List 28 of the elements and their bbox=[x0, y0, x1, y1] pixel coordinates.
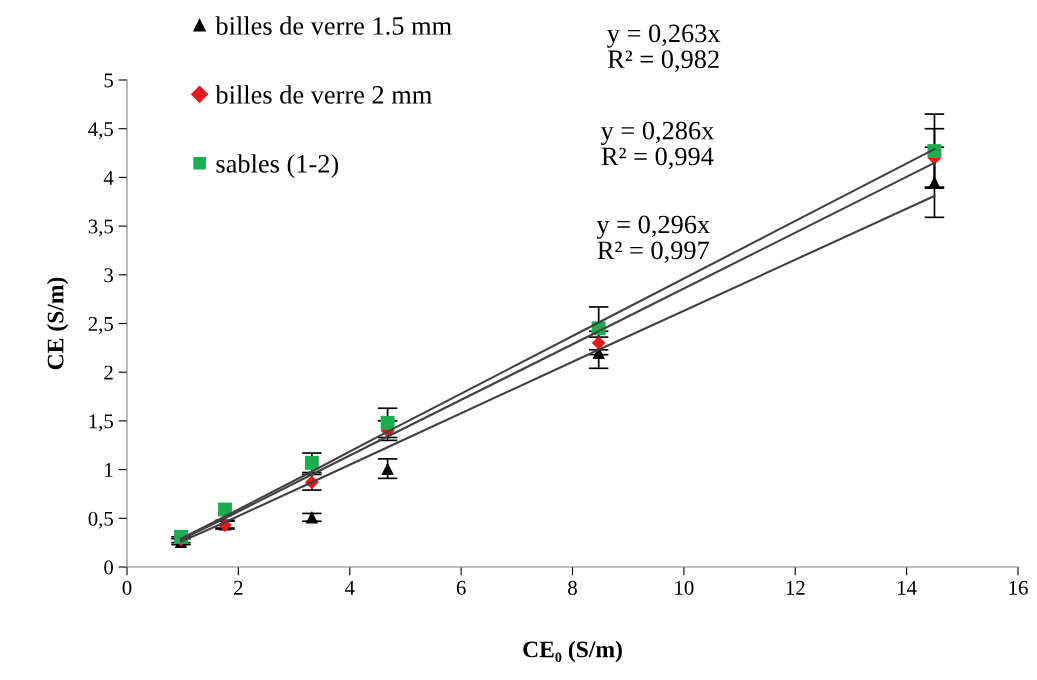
x-tick-label: 8 bbox=[568, 580, 577, 595]
y-tick-label: 4 bbox=[103, 170, 114, 185]
y-axis-title: CE (S/m) bbox=[46, 277, 69, 370]
x-tick-label: 10 bbox=[675, 580, 694, 595]
legend-label: billes de verre 2 mm bbox=[215, 85, 432, 104]
x-tick-label: 14 bbox=[898, 580, 917, 595]
text: y = 0,263x R² = 0,982 bbox=[607, 24, 721, 72]
x-tick-label: 0 bbox=[122, 580, 132, 595]
x-tick-label: 6 bbox=[456, 580, 466, 595]
legend-label: billes de verre 1.5 mm bbox=[215, 16, 452, 35]
y-tick-label: 2,5 bbox=[88, 316, 113, 334]
y-tick-label: 0,5 bbox=[88, 511, 113, 529]
y-tick-label: 4,5 bbox=[88, 122, 113, 140]
y-tick-label: 2 bbox=[104, 365, 113, 380]
x-tick-label: 4 bbox=[344, 580, 355, 595]
annotation: y = 0,286x R² = 0,994 bbox=[600, 121, 715, 170]
y-tick-label: 5 bbox=[104, 73, 113, 88]
y-tick-label: 3,5 bbox=[88, 219, 113, 237]
x-tick-label: 12 bbox=[786, 580, 805, 595]
y-tick-label: 1 bbox=[105, 463, 113, 477]
y-tick-label: 1,5 bbox=[89, 414, 113, 432]
legend-label: sables (1-2) bbox=[216, 154, 339, 179]
y-tick-label: 0 bbox=[104, 560, 114, 575]
x-axis-title: CE₀ (S/m) bbox=[523, 640, 622, 663]
x-tick-label: 2 bbox=[234, 580, 243, 595]
y-tick-label: 3 bbox=[104, 268, 113, 283]
x-tick-label: 16 bbox=[1009, 580, 1028, 595]
annotation: y = 0,296x R² = 0,997 bbox=[596, 215, 710, 264]
